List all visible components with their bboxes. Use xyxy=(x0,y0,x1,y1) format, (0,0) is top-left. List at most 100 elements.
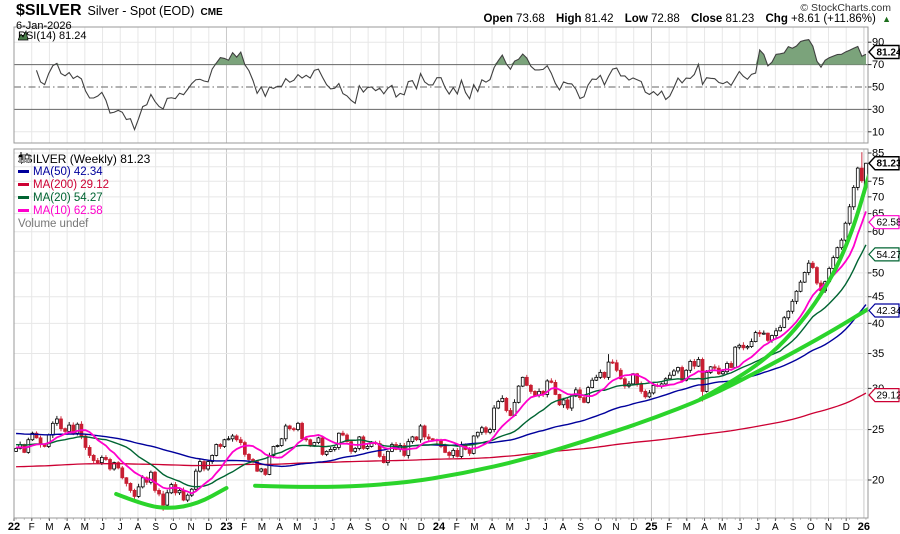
month-label: M xyxy=(470,522,478,533)
rsi-label-text: RSI(14) 81.24 xyxy=(18,30,87,42)
ticker-symbol: $SILVER xyxy=(16,2,82,19)
legend-item: MA(10) 62.58 xyxy=(18,204,150,217)
axis-callout xyxy=(868,387,900,403)
annotation-arc xyxy=(698,171,868,402)
month-label: M xyxy=(506,522,514,533)
legend-label: MA(20) 54.27 xyxy=(33,191,103,204)
legend-item: MA(50) 42.34 xyxy=(18,165,150,178)
axis-callout-text: 81.23 xyxy=(877,159,900,170)
high-label: High xyxy=(556,13,582,25)
month-label: A xyxy=(276,522,283,533)
month-label: F xyxy=(454,522,460,533)
month-label: D xyxy=(630,522,637,533)
month-label: S xyxy=(790,522,797,533)
chg-label: Chg xyxy=(765,13,788,25)
month-label: M xyxy=(258,522,266,533)
legend-label: MA(50) 42.34 xyxy=(33,165,103,178)
month-label: J xyxy=(543,522,548,533)
year-label: 24 xyxy=(433,521,446,533)
exchange-label: CME xyxy=(200,7,223,18)
rsi-indicator-icon xyxy=(18,30,29,41)
month-label: O xyxy=(169,522,177,533)
price-panel-border xyxy=(13,148,869,519)
price-axis-label: 40 xyxy=(872,318,884,330)
rsi-panel-border xyxy=(13,26,869,144)
price-axis-label: 75 xyxy=(872,176,884,188)
month-label: A xyxy=(135,522,142,533)
legend-label: $SILVER (Weekly) 81.23 xyxy=(18,151,151,166)
month-label: D xyxy=(843,522,850,533)
legend-item: $SILVER (Weekly) 81.23 xyxy=(18,151,151,166)
high-value: 81.42 xyxy=(584,13,614,25)
month-label: J xyxy=(100,522,105,533)
annotation-arc xyxy=(253,307,868,489)
axis-callout-text: 62.58 xyxy=(877,218,900,229)
open-label: Open xyxy=(483,13,513,25)
month-label: J xyxy=(737,522,742,533)
price-axis-label: 45 xyxy=(872,291,884,303)
ticker-description: Silver - Spot (EOD) xyxy=(87,4,195,18)
axis-callout-text: 54.27 xyxy=(877,250,900,261)
legend-item: Volume undef xyxy=(18,154,150,230)
month-label: N xyxy=(187,522,194,533)
price-axis-label: 20 xyxy=(872,475,884,487)
low-label: Low xyxy=(624,13,648,25)
axis-callout xyxy=(868,215,900,230)
axis-callout-text: 29.12 xyxy=(877,391,900,402)
legend-label: MA(10) 62.58 xyxy=(33,204,103,217)
axis-callout-text: 42.34 xyxy=(877,306,900,317)
rsi-axis-label: 30 xyxy=(872,104,884,116)
price-axis-label: 50 xyxy=(872,267,884,279)
year-label: 22 xyxy=(8,521,20,533)
rsi-panel xyxy=(14,39,868,133)
month-label: O xyxy=(382,522,390,533)
month-label: S xyxy=(152,522,159,533)
month-label: A xyxy=(772,522,779,533)
close-label: Close xyxy=(690,13,723,25)
month-label: A xyxy=(64,522,71,533)
price-axis-label: 35 xyxy=(872,348,884,360)
month-label: J xyxy=(330,522,335,533)
month-label: A xyxy=(701,522,708,533)
rsi-line xyxy=(35,39,867,132)
chg-value: +8.61 (+11.86%) xyxy=(791,13,876,25)
annotation-arc xyxy=(114,486,229,510)
month-label: S xyxy=(365,522,372,533)
rsi-legend: RSI(14) 81.24 xyxy=(18,30,86,42)
rsi-axis-label: 50 xyxy=(872,82,884,94)
legend-item: MA(200) 29.12 xyxy=(18,178,150,191)
candlestick-series xyxy=(14,152,868,511)
axis-callout-text: 81.24 xyxy=(877,48,900,59)
legend-color-dash xyxy=(18,170,29,173)
axis-callout xyxy=(868,303,900,318)
copyright-text: © StockCharts.com xyxy=(800,2,891,14)
month-label: A xyxy=(560,522,567,533)
month-label: N xyxy=(612,522,619,533)
month-label: J xyxy=(313,522,318,533)
year-label: 25 xyxy=(645,521,657,533)
legend-color-dash xyxy=(18,183,29,186)
chart-title: $SILVER Silver - Spot (EOD) CME xyxy=(16,2,223,20)
month-label: M xyxy=(45,522,53,533)
price-axis-label: 25 xyxy=(872,424,884,436)
month-label: S xyxy=(577,522,584,533)
month-label: M xyxy=(293,522,301,533)
ma-line xyxy=(16,244,867,488)
legend-label: MA(200) 29.12 xyxy=(33,178,110,191)
month-label: N xyxy=(825,522,832,533)
legend-label: Volume undef xyxy=(18,217,89,230)
chart-date: 6-Jan-2026 xyxy=(16,20,72,32)
month-label: J xyxy=(525,522,530,533)
month-label: J xyxy=(755,522,760,533)
year-label: 26 xyxy=(858,521,870,533)
rsi-overbought-fill xyxy=(36,39,866,65)
month-label: J xyxy=(118,522,123,533)
year-label: 23 xyxy=(220,521,232,533)
month-label: M xyxy=(81,522,89,533)
month-label: N xyxy=(400,522,407,533)
rsi-axis-label: 10 xyxy=(872,126,884,138)
month-label: D xyxy=(418,522,425,533)
month-label: M xyxy=(683,522,691,533)
month-label: A xyxy=(347,522,354,533)
